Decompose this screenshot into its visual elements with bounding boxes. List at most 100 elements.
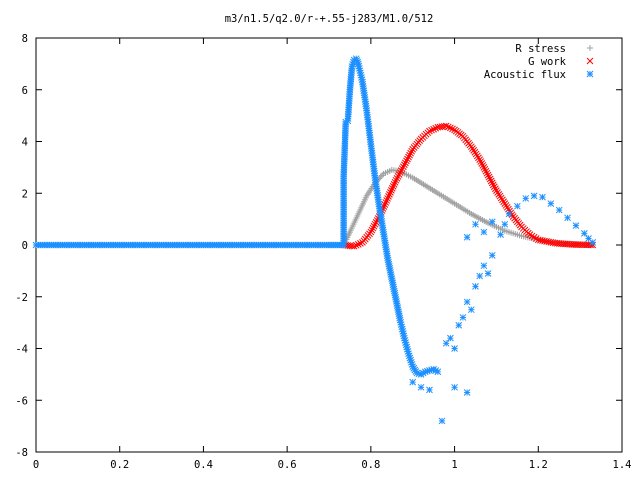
data-point — [447, 334, 454, 342]
data-point — [485, 173, 493, 181]
data-point — [472, 220, 479, 228]
data-point — [488, 218, 496, 226]
x-tick-label: 0 — [33, 459, 39, 471]
data-point — [463, 389, 471, 396]
data-point — [390, 180, 398, 188]
data-point — [350, 242, 358, 250]
data-point — [572, 222, 580, 229]
x-tick-label: 0.6 — [278, 459, 297, 471]
data-point — [383, 197, 391, 204]
data-point — [482, 167, 490, 175]
data-point — [417, 383, 425, 391]
data-point — [430, 125, 437, 133]
data-point — [463, 233, 471, 241]
y-tick-label: 2 — [22, 188, 28, 200]
data-point — [547, 200, 555, 207]
data-point — [447, 124, 454, 132]
data-point — [501, 220, 509, 228]
y-tick-label: -2 — [15, 292, 28, 304]
data-point — [585, 235, 592, 242]
data-point — [402, 159, 409, 167]
data-point — [381, 201, 389, 208]
y-tick-label: -4 — [15, 344, 28, 356]
data-point — [387, 189, 394, 196]
data-point — [589, 239, 597, 246]
data-point — [442, 122, 450, 130]
data-point — [404, 155, 411, 163]
axes: 0 0.2 0.4 0.6 0.8 1 1.2 1.4 -8 -6 -4 -2 0 2 4 6 8 — [15, 33, 631, 471]
x-tick-label: 0.4 — [194, 459, 213, 471]
data-point — [467, 306, 475, 314]
chart-title: m3/n1.5/q2.0/r-+.55-j283/M1.0/512 — [225, 13, 434, 25]
data-point — [398, 165, 406, 173]
data-point — [480, 164, 488, 171]
data-point — [480, 228, 488, 236]
marks — [32, 55, 597, 425]
data-point — [514, 202, 521, 210]
data-point — [489, 181, 497, 189]
data-point — [444, 123, 452, 131]
data-point — [488, 251, 496, 259]
data-point — [463, 298, 471, 306]
data-point — [530, 192, 538, 200]
data-point — [492, 185, 499, 193]
y-tick-label: -6 — [15, 395, 28, 407]
data-point — [409, 378, 417, 386]
data-point — [438, 417, 446, 425]
data-point — [555, 206, 563, 214]
data-point — [483, 169, 491, 177]
x-tick-label: 1.4 — [613, 459, 632, 471]
data-point — [480, 262, 488, 270]
data-point — [408, 147, 416, 155]
data-point — [486, 175, 494, 183]
legend-label: Acoustic flux — [484, 69, 566, 81]
data-point — [564, 214, 571, 222]
data-point — [580, 230, 588, 237]
data-point — [392, 176, 400, 184]
data-point — [385, 193, 392, 200]
series-acoustic-flux — [32, 55, 597, 425]
data-point — [539, 193, 546, 201]
data-point — [407, 149, 414, 157]
x-tick-label: 0.2 — [110, 459, 129, 471]
data-point — [484, 171, 492, 179]
data-point — [426, 386, 433, 394]
data-point — [488, 179, 496, 187]
data-point — [405, 153, 412, 161]
data-point — [478, 160, 486, 167]
y-tick-label: 6 — [22, 85, 28, 97]
data-point — [382, 199, 390, 206]
x-tick-label: 1 — [451, 459, 457, 471]
legend-marker — [587, 45, 593, 51]
data-point — [490, 183, 498, 191]
data-point — [428, 126, 435, 134]
data-point — [451, 345, 458, 352]
data-point — [394, 173, 402, 180]
data-point — [396, 169, 404, 176]
data-point — [384, 195, 391, 202]
legend-label: G work — [528, 56, 567, 68]
data-point — [449, 125, 456, 133]
data-point — [472, 283, 479, 290]
data-point — [391, 178, 399, 186]
data-point — [400, 161, 408, 169]
data-point — [455, 321, 463, 329]
data-point — [476, 272, 484, 280]
data-point — [367, 228, 375, 236]
data-point — [403, 157, 410, 165]
series-r-stress — [33, 166, 596, 248]
data-point — [406, 151, 413, 159]
legend-marker — [586, 70, 594, 78]
x-tick-label: 1.2 — [529, 459, 548, 471]
legend-marker — [586, 57, 594, 65]
data-point — [395, 171, 403, 178]
data-point — [389, 182, 397, 190]
data-point — [372, 219, 380, 226]
data-point — [522, 195, 530, 202]
data-point — [476, 156, 484, 163]
y-tick-label: 4 — [22, 137, 28, 149]
data-point — [497, 231, 504, 239]
y-tick-label: -8 — [15, 447, 28, 459]
data-point — [481, 165, 489, 173]
data-point — [434, 368, 442, 376]
